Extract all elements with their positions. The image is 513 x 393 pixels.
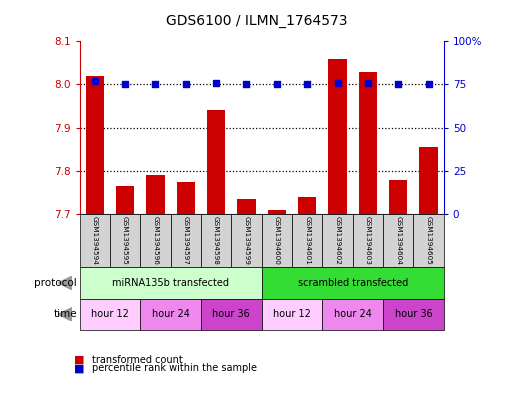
Text: miRNA135b transfected: miRNA135b transfected	[112, 278, 229, 288]
Point	[273, 81, 281, 88]
Bar	[359, 72, 377, 214]
Text: scrambled transfected: scrambled transfected	[298, 278, 408, 288]
Text: time: time	[53, 309, 77, 320]
Bar	[146, 175, 165, 214]
Text: GSM1394597: GSM1394597	[183, 216, 189, 265]
Text: GSM1394601: GSM1394601	[304, 216, 310, 265]
Polygon shape	[58, 276, 72, 290]
Text: protocol: protocol	[34, 278, 77, 288]
Text: hour 24: hour 24	[152, 309, 189, 320]
Text: GSM1394604: GSM1394604	[395, 216, 401, 265]
Text: transformed count: transformed count	[92, 354, 183, 365]
Text: GSM1394596: GSM1394596	[152, 216, 159, 265]
Bar	[328, 59, 347, 214]
Text: hour 36: hour 36	[394, 309, 432, 320]
Text: ■: ■	[74, 363, 85, 373]
Text: GSM1394595: GSM1394595	[122, 216, 128, 265]
Bar	[207, 110, 225, 214]
Bar	[86, 76, 104, 214]
Point	[333, 80, 342, 86]
Bar	[116, 186, 134, 214]
Point	[242, 81, 250, 88]
Text: ■: ■	[74, 354, 85, 365]
Point	[151, 81, 160, 88]
Point	[182, 81, 190, 88]
Text: GSM1394603: GSM1394603	[365, 216, 371, 265]
Text: hour 24: hour 24	[334, 309, 371, 320]
Text: GSM1394602: GSM1394602	[334, 216, 341, 265]
Point	[121, 81, 129, 88]
Text: GSM1394599: GSM1394599	[244, 216, 249, 265]
Text: GSM1394605: GSM1394605	[426, 216, 431, 265]
Text: percentile rank within the sample: percentile rank within the sample	[92, 363, 258, 373]
Point	[364, 80, 372, 86]
Text: hour 36: hour 36	[212, 309, 250, 320]
Text: hour 12: hour 12	[91, 309, 129, 320]
Point	[212, 80, 220, 86]
Bar	[389, 180, 407, 214]
Text: hour 12: hour 12	[273, 309, 311, 320]
Point	[303, 81, 311, 88]
Text: GSM1394598: GSM1394598	[213, 216, 219, 265]
Text: GSM1394600: GSM1394600	[274, 216, 280, 265]
Bar	[298, 197, 316, 214]
Text: GSM1394594: GSM1394594	[92, 216, 97, 265]
Point	[394, 81, 402, 88]
Bar	[176, 182, 195, 214]
Polygon shape	[58, 307, 72, 321]
Point	[91, 78, 99, 84]
Text: GDS6100 / ILMN_1764573: GDS6100 / ILMN_1764573	[166, 14, 347, 28]
Bar	[420, 147, 438, 214]
Bar	[238, 199, 255, 214]
Bar	[268, 210, 286, 214]
Point	[424, 81, 432, 88]
